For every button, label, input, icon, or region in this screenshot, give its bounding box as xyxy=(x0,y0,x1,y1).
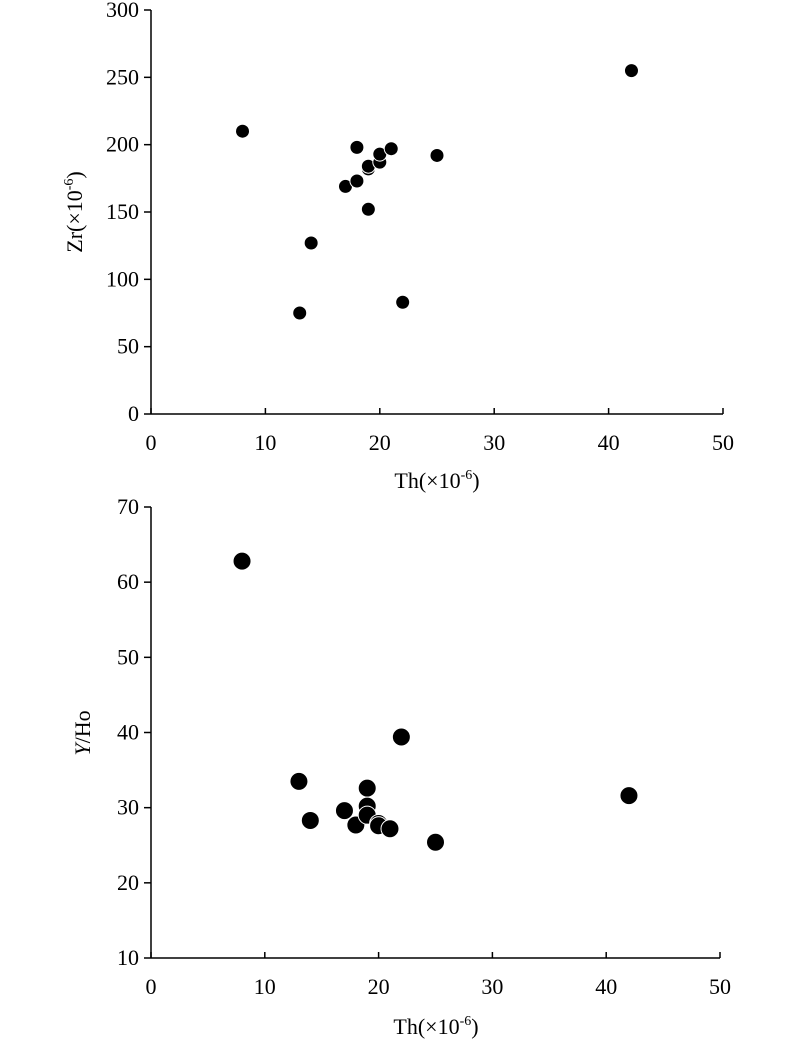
yho-chart-data-point xyxy=(619,786,639,806)
yho-chart-data-point xyxy=(232,551,252,571)
yho-chart-x-tick-label: 50 xyxy=(709,974,731,999)
zr-chart-x-ticks: 0 10 20 30 40 50 xyxy=(146,408,734,455)
zr-chart-data-point xyxy=(429,147,445,163)
yho-chart-y-tick-label: 70 xyxy=(117,494,139,519)
yho-chart-x-axis-title: Th(×10-6) xyxy=(393,1014,478,1039)
yho-chart-data-point xyxy=(426,832,445,852)
zr-chart-x-tick-label: 10 xyxy=(254,430,276,455)
zr-chart-data-point xyxy=(395,294,411,310)
zr-chart-y-ticks: 0 50 100 150 200 250 300 xyxy=(106,0,151,426)
yho-chart-y-tick-label: 20 xyxy=(117,870,139,895)
yho-chart-data-point xyxy=(391,727,411,747)
yho-chart-x-tick-label: 30 xyxy=(481,974,503,999)
yho-chart-data-point xyxy=(357,778,377,798)
yho-chart-y-ticks: 10 20 30 40 50 60 70 xyxy=(117,494,151,970)
yho-chart-axes xyxy=(150,507,720,959)
zr-chart-data-point xyxy=(292,305,308,321)
zr-chart-data-point xyxy=(383,141,399,157)
yho-chart-x-ticks: 0 10 20 30 40 50 xyxy=(146,952,731,999)
yho-chart-data-point xyxy=(380,819,400,839)
yho-chart-x-tick-label: 20 xyxy=(368,974,390,999)
zr-chart-y-tick-label: 200 xyxy=(106,132,139,157)
zr-chart-x-tick-label: 0 xyxy=(146,430,157,455)
yho-chart-y-tick-label: 60 xyxy=(117,569,139,594)
yho-chart-x-tick-label: 0 xyxy=(146,974,157,999)
zr-chart-data-point xyxy=(349,139,365,155)
zr-chart-y-tick-label: 50 xyxy=(117,334,139,359)
zr-chart-data-point xyxy=(235,123,251,139)
yho-chart-y-tick-label: 50 xyxy=(117,644,139,669)
zr-chart-data-point xyxy=(349,173,365,189)
zr-chart-x-tick-label: 20 xyxy=(369,430,391,455)
yho-chart-points xyxy=(232,551,639,852)
yho-vs-th-chart: 0 10 20 30 40 50 10 20 30 40 50 60 70 Th(×10-6) Y/H… xyxy=(70,494,731,1039)
zr-chart-data-point xyxy=(360,201,376,217)
yho-chart-x-tick-label: 40 xyxy=(595,974,617,999)
yho-chart-y-tick-label: 10 xyxy=(117,945,139,970)
zr-chart-points xyxy=(235,63,639,321)
yho-chart-y-tick-label: 30 xyxy=(117,795,139,820)
zr-chart-x-tick-label: 30 xyxy=(483,430,505,455)
zr-chart-data-point xyxy=(623,63,639,79)
yho-chart-data-point xyxy=(289,771,309,791)
zr-chart-y-tick-label: 250 xyxy=(106,64,139,89)
zr-chart-y-tick-label: 150 xyxy=(106,199,139,224)
zr-chart-x-axis-title: Th(×10-6) xyxy=(394,468,479,493)
zr-vs-th-chart: 0 10 20 30 40 50 0 50 100 150 200 250 300 Th(×10-6)… xyxy=(62,0,734,493)
yho-chart-x-tick-label: 10 xyxy=(254,974,276,999)
zr-chart-x-tick-label: 50 xyxy=(712,430,734,455)
zr-chart-y-axis-title: Zr(×10-6) xyxy=(62,171,87,253)
yho-chart-y-tick-label: 40 xyxy=(117,720,139,745)
zr-chart-y-tick-label: 0 xyxy=(128,401,139,426)
zr-chart-y-tick-label: 100 xyxy=(106,266,139,291)
zr-chart-y-tick-label: 300 xyxy=(106,0,139,22)
yho-chart-data-point xyxy=(300,810,320,830)
yho-chart-data-point xyxy=(334,801,354,821)
zr-chart-x-tick-label: 40 xyxy=(598,430,620,455)
yho-chart-y-axis-title: Y/Ho xyxy=(70,710,95,755)
zr-chart-data-point xyxy=(303,235,319,251)
